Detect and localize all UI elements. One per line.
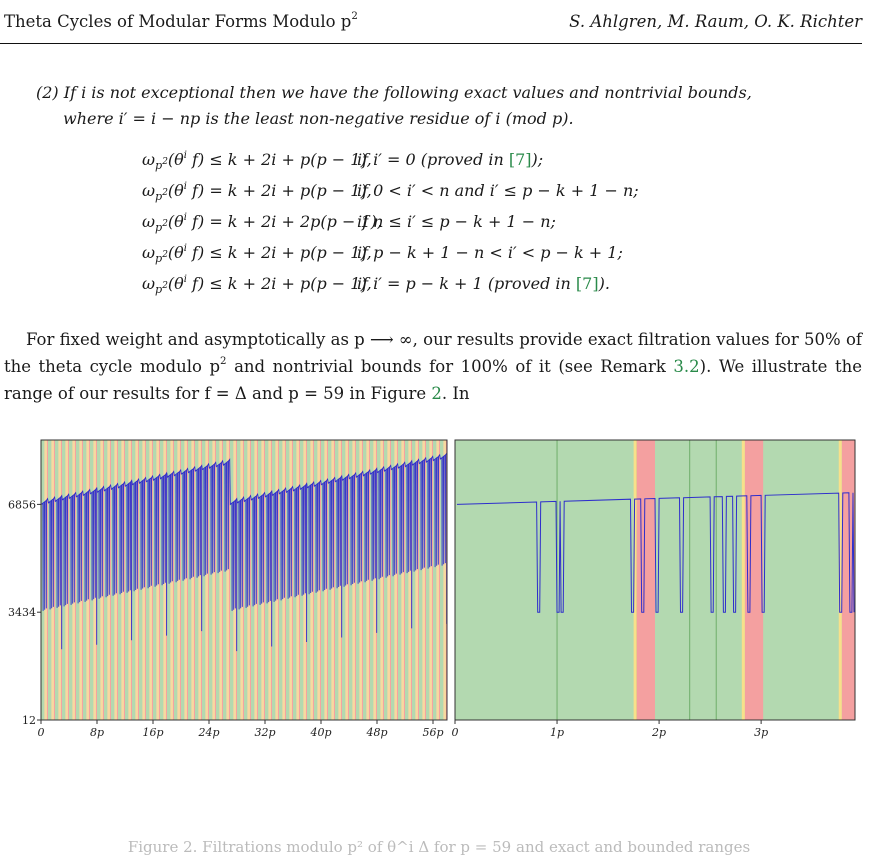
equation-condition: if n ≤ i′ ≤ p − k + 1 − n; xyxy=(357,212,556,231)
header-rule xyxy=(0,43,862,44)
theorem-item-2: (2) If i is not exceptional then we have… xyxy=(36,80,866,132)
x-tick-label: 56p xyxy=(422,726,443,739)
x-tick-label: 2p xyxy=(651,726,666,739)
bound-region xyxy=(422,440,426,720)
running-authors: S. Ahlgren, M. Raum, O. K. Richter xyxy=(569,12,862,31)
bound-region xyxy=(387,440,391,720)
citation-link[interactable]: [7] xyxy=(575,274,599,293)
bound-region xyxy=(184,440,188,720)
bound-region xyxy=(219,440,223,720)
equation-lhs: ωp2(θi f) ≤ k + 2i + p(p − 1), xyxy=(142,273,372,297)
bound-region xyxy=(401,440,405,720)
exceptional-region xyxy=(841,440,855,720)
item-line-2: where i′ = i − np is the least non-negat… xyxy=(63,109,574,128)
bound-region xyxy=(177,440,181,720)
running-title: Theta Cycles of Modular Forms Modulo p2 xyxy=(4,11,358,31)
bound-region xyxy=(408,440,412,720)
x-tick-label: 40p xyxy=(309,726,331,739)
equation-lhs: ωp2(θi f) ≤ k + 2i + p(p − 1), xyxy=(142,149,372,173)
bound-region xyxy=(380,440,384,720)
page-header: Theta Cycles of Modular Forms Modulo p2 … xyxy=(0,0,878,46)
y-tick-label: 12 xyxy=(22,714,36,727)
equation-condition: if p − k + 1 − n < i′ < p − k + 1; xyxy=(357,243,623,262)
x-tick-label: 0 xyxy=(452,726,459,739)
equation-lhs: ωp2(θi f) = k + 2i + 2p(p − 1), xyxy=(142,211,382,235)
bound-region xyxy=(212,440,216,720)
bound-region xyxy=(633,440,637,720)
figure-caption: Figure 2. Filtrations modulo p² of θ^i Δ… xyxy=(127,838,751,856)
equation-lhs: ωp2(θi f) ≤ k + 2i + p(p − 1), xyxy=(142,242,372,266)
bound-region xyxy=(415,440,419,720)
x-tick-label: 1p xyxy=(550,726,564,739)
bound-region xyxy=(226,440,230,720)
bound-region xyxy=(394,440,398,720)
item-line-1: (2) If i is not exceptional then we have… xyxy=(36,83,752,102)
bound-region xyxy=(443,440,447,720)
x-tick-label: 24p xyxy=(197,726,219,739)
bound-region xyxy=(191,440,195,720)
bound-region xyxy=(366,440,370,720)
left-panel-frame xyxy=(40,439,448,721)
x-tick-label: 16p xyxy=(142,726,163,739)
bound-region xyxy=(429,440,433,720)
exceptional-region xyxy=(744,440,764,720)
bound-region xyxy=(741,440,745,720)
body-paragraph: For fixed weight and asymptotically as p… xyxy=(4,330,862,403)
citation-link[interactable]: [7] xyxy=(508,150,532,169)
x-tick-label: 48p xyxy=(365,726,387,739)
equation-condition: if i′ = 0 (proved in [7]); xyxy=(357,150,544,169)
bound-region xyxy=(436,440,440,720)
bound-region xyxy=(373,440,377,720)
equation-lhs: ωp2(θi f) = k + 2i + p(p − 1), xyxy=(142,180,372,204)
x-tick-label: 32p xyxy=(254,726,275,739)
remark-link[interactable]: 3.2 xyxy=(673,357,700,376)
x-tick-label: 8p xyxy=(90,726,104,739)
equation-condition: if i′ = p − k + 1 (proved in [7]). xyxy=(357,274,610,293)
y-tick-label: 3434 xyxy=(8,606,36,619)
equation-condition: if 0 < i′ < n and i′ ≤ p − k + 1 − n; xyxy=(357,181,639,200)
figure-link[interactable]: 2 xyxy=(431,384,442,403)
filtration-line-right xyxy=(456,492,855,613)
bound-region xyxy=(838,440,842,720)
bound-region xyxy=(205,440,209,720)
filtration-line-left xyxy=(41,452,448,652)
x-tick-label: 0 xyxy=(38,726,45,739)
y-tick-label: 6856 xyxy=(8,498,36,511)
exceptional-region xyxy=(636,440,655,720)
x-tick-label: 3p xyxy=(754,726,768,739)
right-panel-frame xyxy=(454,439,856,721)
bound-region xyxy=(198,440,202,720)
